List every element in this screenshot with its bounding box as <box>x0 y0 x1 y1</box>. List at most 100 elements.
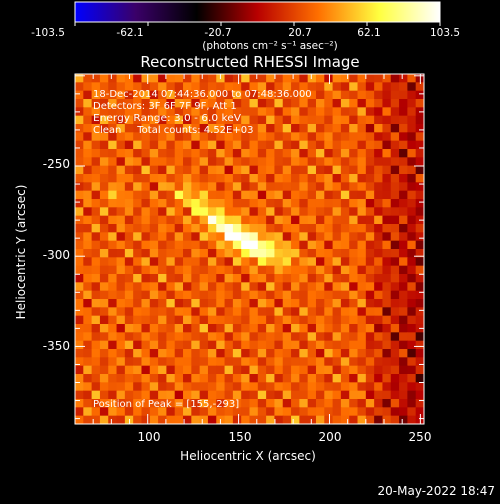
heatmap-cell <box>199 215 209 225</box>
heatmap-cell <box>365 340 375 350</box>
heatmap-cell <box>124 207 134 217</box>
heatmap-cell <box>83 190 93 200</box>
heatmap-cell <box>282 215 292 225</box>
heatmap-cell <box>407 224 417 233</box>
heatmap-cell <box>349 149 359 158</box>
heatmap-cell <box>266 290 276 300</box>
heatmap-cell <box>183 299 192 308</box>
heatmap-cell <box>75 199 84 208</box>
heatmap-cell <box>108 290 118 300</box>
heatmap-cell <box>91 415 101 424</box>
heatmap-cell <box>224 399 234 408</box>
heatmap-cell <box>141 357 151 367</box>
heatmap-cell <box>415 232 424 242</box>
heatmap-cell <box>241 257 251 267</box>
heatmap-cell <box>340 315 350 325</box>
heatmap-cell <box>274 399 284 408</box>
heatmap-cell <box>166 349 176 358</box>
heatmap-cell <box>257 90 267 100</box>
heatmap-cell <box>357 382 367 392</box>
heatmap-cell <box>241 174 251 183</box>
heatmap-cell <box>207 199 217 208</box>
heatmap-cell <box>266 307 276 317</box>
heatmap-cell <box>191 249 201 258</box>
heatmap-cell <box>83 140 93 150</box>
heatmap-cell <box>299 282 309 292</box>
heatmap-cell <box>116 249 126 258</box>
heatmap-cell <box>282 190 292 200</box>
heatmap-cell <box>340 232 350 242</box>
heatmap-cell <box>390 382 400 392</box>
heatmap-cell <box>249 82 259 92</box>
heatmap-cell <box>274 382 284 392</box>
heatmap-cell <box>232 290 242 300</box>
heatmap-cell <box>415 224 424 233</box>
heatmap-cell <box>149 324 159 333</box>
heatmap-cell <box>116 182 126 192</box>
heatmap-cell <box>357 157 367 167</box>
heatmap-cell <box>91 132 101 142</box>
heatmap-cell <box>116 382 126 392</box>
heatmap-cell <box>291 190 300 200</box>
heatmap-cell <box>365 249 375 258</box>
heatmap-cell <box>166 249 176 258</box>
heatmap-cell <box>282 249 292 258</box>
heatmap-cell <box>274 82 284 92</box>
heatmap-cell <box>365 74 375 83</box>
heatmap-cell <box>124 232 134 242</box>
heatmap-cell <box>116 290 126 300</box>
heatmap-cell <box>166 390 176 400</box>
heatmap-cell <box>124 307 134 317</box>
heatmap-cell <box>191 124 201 133</box>
heatmap-cell <box>274 374 284 383</box>
heatmap-cell <box>108 82 118 92</box>
heatmap-cell <box>407 74 417 83</box>
y-tick-label: -300 <box>43 248 70 262</box>
heatmap-cell <box>108 407 118 417</box>
heatmap-cell <box>357 274 367 283</box>
heatmap-cell <box>124 257 134 267</box>
heatmap-cell <box>124 107 134 117</box>
heatmap-cell <box>232 165 242 175</box>
heatmap-cell <box>199 99 209 108</box>
heatmap-cell <box>174 199 184 208</box>
heatmap-cell <box>266 124 276 133</box>
heatmap-cell <box>108 415 118 424</box>
heatmap-cell <box>241 274 251 283</box>
heatmap-cell <box>357 257 367 267</box>
heatmap-cell <box>141 157 151 167</box>
heatmap-cell <box>340 157 350 167</box>
heatmap-cell <box>382 207 392 217</box>
heatmap-cell <box>199 149 209 158</box>
heatmap-cell <box>399 299 408 308</box>
heatmap-cell <box>390 157 400 167</box>
heatmap-cell <box>108 315 118 325</box>
heatmap-cell <box>315 199 325 208</box>
heatmap-cell <box>315 240 325 250</box>
heatmap-cell <box>116 232 126 242</box>
heatmap-cell <box>75 232 84 242</box>
heatmap-cell <box>224 115 234 125</box>
heatmap-cell <box>108 232 118 242</box>
heatmap-cell <box>266 399 276 408</box>
heatmap-cell <box>241 374 251 383</box>
heatmap-cell <box>216 274 226 283</box>
heatmap-cell <box>315 399 325 408</box>
heatmap-cell <box>174 107 184 117</box>
heatmap-cell <box>183 82 192 92</box>
heatmap-cell <box>274 390 284 400</box>
heatmap-cell <box>124 299 134 308</box>
heatmap-cell <box>299 157 309 167</box>
heatmap-cell <box>166 224 176 233</box>
heatmap-cell <box>357 290 367 300</box>
heatmap-cell <box>340 340 350 350</box>
heatmap-cell <box>382 132 392 142</box>
heatmap-cell <box>133 315 143 325</box>
heatmap-cell <box>149 299 159 308</box>
heatmap-cell <box>282 224 292 233</box>
heatmap-cell <box>199 190 209 200</box>
heatmap-cell <box>374 299 384 308</box>
heatmap-cell <box>266 174 276 183</box>
heatmap-cell <box>141 82 151 92</box>
heatmap-cell <box>216 290 226 300</box>
